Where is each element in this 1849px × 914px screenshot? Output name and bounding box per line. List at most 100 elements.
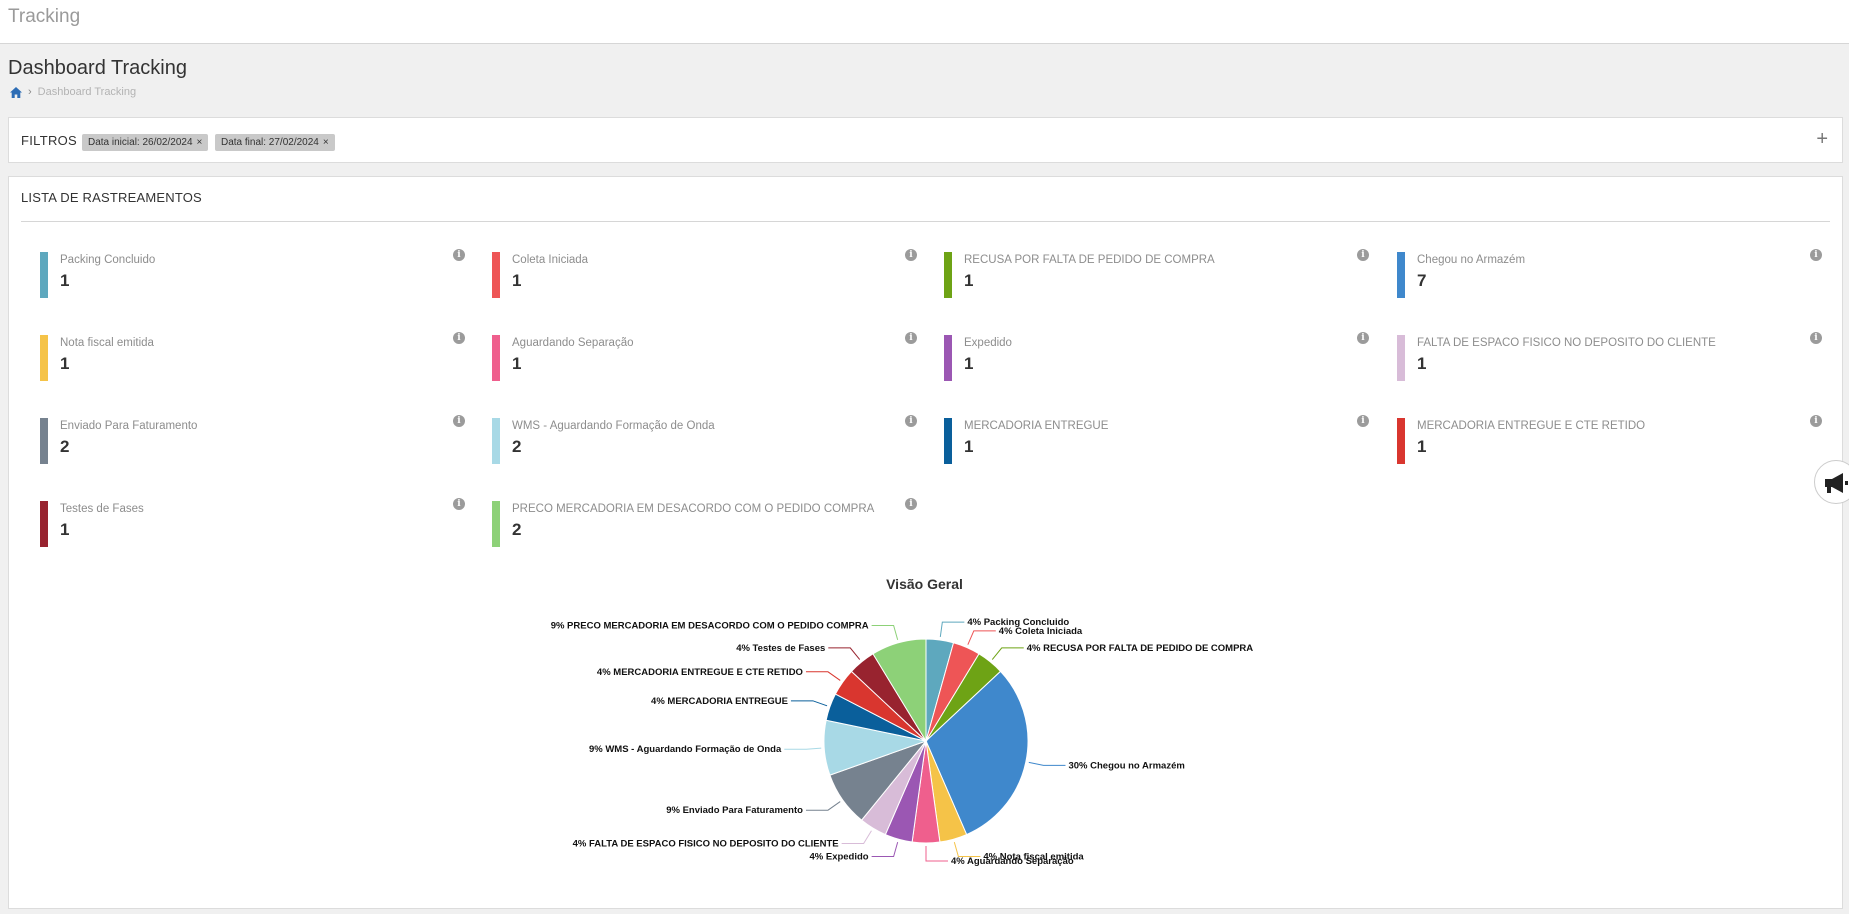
- status-label: Chegou no Armazém: [1417, 254, 1526, 266]
- status-count: 1: [512, 354, 522, 373]
- info-icon[interactable]: i: [1810, 415, 1822, 427]
- status-card: RECUSA POR FALTA DE PEDIDO DE COMPRA 1 i: [944, 249, 1369, 302]
- page-title: Dashboard Tracking: [8, 57, 187, 79]
- info-icon[interactable]: i: [453, 332, 465, 344]
- status-label: Expedido: [964, 337, 1012, 349]
- status-color-bar: [944, 335, 952, 381]
- status-color-bar: [40, 335, 48, 381]
- expand-filters-button[interactable]: +: [1816, 128, 1828, 150]
- filter-chip-label: Data final: 27/02/2024: [221, 137, 319, 148]
- info-icon[interactable]: i: [905, 498, 917, 510]
- info-icon[interactable]: i: [1357, 332, 1369, 344]
- app-title: Tracking: [8, 6, 81, 27]
- status-card: PRECO MERCADORIA EM DESACORDO COM O PEDI…: [492, 498, 917, 551]
- pie-leader-line: [841, 830, 872, 845]
- pie-data-label: 9% Enviado Para Faturamento: [666, 805, 803, 816]
- status-color-bar: [40, 252, 48, 298]
- filter-chip-label: Data inicial: 26/02/2024: [88, 137, 193, 148]
- breadcrumb: › Dashboard Tracking: [10, 86, 136, 98]
- filters-panel: FILTROS Data inicial: 26/02/2024 × Data f…: [8, 117, 1843, 163]
- status-color-bar: [492, 418, 500, 464]
- list-title: LISTA DE RASTREAMENTOS: [21, 190, 202, 205]
- status-count: 1: [1417, 437, 1427, 456]
- status-label: PRECO MERCADORIA EM DESACORDO COM O PEDI…: [512, 503, 875, 515]
- pie-data-label: 9% WMS - Aguardando Formação de Onda: [589, 744, 782, 755]
- status-label: Aguardando Separação: [512, 337, 634, 349]
- info-icon[interactable]: i: [905, 415, 917, 427]
- status-color-bar: [492, 501, 500, 547]
- status-count: 1: [964, 437, 974, 456]
- status-count: 2: [512, 437, 522, 456]
- pie-data-label: 4% Packing Concluido: [967, 617, 1069, 628]
- pie-data-label: 4% Nota fiscal emitida: [983, 852, 1084, 863]
- status-label: RECUSA POR FALTA DE PEDIDO DE COMPRA: [964, 254, 1215, 266]
- status-count: 1: [60, 354, 70, 373]
- status-card: Nota fiscal emitida 1 i: [40, 332, 465, 385]
- top-bar: Tracking: [0, 0, 1849, 44]
- pie-leader-line: [991, 647, 1024, 660]
- status-card: Expedido 1 i: [944, 332, 1369, 385]
- announcement-button[interactable]: [1814, 460, 1849, 504]
- breadcrumb-current: Dashboard Tracking: [37, 86, 137, 98]
- pie-data-label: 4% Coleta Iniciada: [999, 626, 1083, 637]
- info-icon[interactable]: i: [1810, 332, 1822, 344]
- status-card: MERCADORIA ENTREGUE 1 i: [944, 415, 1369, 468]
- info-icon[interactable]: i: [1357, 249, 1369, 261]
- status-count: 1: [60, 520, 70, 539]
- info-icon[interactable]: i: [453, 249, 465, 261]
- filter-chip-end-date: Data final: 27/02/2024 ×: [215, 134, 335, 151]
- status-label: Packing Concluido: [60, 254, 156, 266]
- pie-data-label: 4% Aguardando Separação: [951, 856, 1074, 867]
- status-card: Packing Concluido 1 i: [40, 249, 465, 302]
- status-count: 2: [60, 437, 70, 456]
- status-card: WMS - Aguardando Formação de Onda 2 i: [492, 415, 917, 468]
- pie-leader-line: [805, 801, 841, 811]
- pie-leader-line: [784, 747, 822, 750]
- status-color-bar: [40, 418, 48, 464]
- status-label: MERCADORIA ENTREGUE E CTE RETIDO: [1417, 420, 1646, 432]
- info-icon[interactable]: i: [905, 249, 917, 261]
- status-label: WMS - Aguardando Formação de Onda: [512, 420, 715, 432]
- filter-chip-start-date: Data inicial: 26/02/2024 ×: [82, 134, 209, 151]
- status-label: Testes de Fases: [60, 503, 144, 515]
- status-card: Aguardando Separação 1 i: [492, 332, 917, 385]
- status-count: 1: [60, 271, 70, 290]
- pie-data-label: 4% Testes de Fases: [736, 643, 825, 654]
- status-label: Coleta Iniciada: [512, 254, 589, 266]
- pie-data-label: 4% FALTA DE ESPACO FISICO NO DEPOSITO DO…: [573, 839, 839, 850]
- status-label: Enviado Para Faturamento: [60, 420, 198, 432]
- status-card: Enviado Para Faturamento 2 i: [40, 415, 465, 468]
- status-card: Testes de Fases 1 i: [40, 498, 465, 551]
- status-color-bar: [1397, 418, 1405, 464]
- status-count: 1: [964, 271, 974, 290]
- status-card: Coleta Iniciada 1 i: [492, 249, 917, 302]
- chart-title: Visão Geral: [886, 576, 963, 592]
- pie-data-label: 30% Chegou no Armazém: [1068, 760, 1184, 771]
- status-label: FALTA DE ESPACO FISICO NO DEPOSITO DO CL…: [1417, 337, 1716, 349]
- close-icon[interactable]: ×: [322, 137, 329, 148]
- pie-leader-line: [1028, 761, 1066, 766]
- info-icon[interactable]: i: [1810, 249, 1822, 261]
- info-icon[interactable]: i: [453, 498, 465, 510]
- home-icon[interactable]: [10, 86, 22, 98]
- info-icon[interactable]: i: [1357, 415, 1369, 427]
- pie-leader-line: [871, 624, 899, 641]
- pie-data-label: 4% RECUSA POR FALTA DE PEDIDO DE COMPRA: [1027, 643, 1254, 654]
- status-color-bar: [1397, 335, 1405, 381]
- status-color-bar: [1397, 252, 1405, 298]
- status-card: FALTA DE ESPACO FISICO NO DEPOSITO DO CL…: [1397, 332, 1822, 385]
- pie-leader-line: [939, 621, 965, 638]
- pie-slice[interactable]: [925, 670, 1029, 836]
- info-icon[interactable]: i: [905, 332, 917, 344]
- status-count: 1: [1417, 354, 1427, 373]
- status-color-bar: [492, 335, 500, 381]
- status-color-bar: [40, 501, 48, 547]
- divider: [21, 221, 1830, 222]
- close-icon[interactable]: ×: [196, 137, 203, 148]
- info-icon[interactable]: i: [453, 415, 465, 427]
- pie-leader-line: [925, 846, 948, 862]
- pie-slice[interactable]: [872, 638, 927, 743]
- megaphone-icon: [1825, 473, 1848, 493]
- chevron-right-icon: ›: [28, 86, 32, 98]
- pie-leader-line: [871, 841, 899, 858]
